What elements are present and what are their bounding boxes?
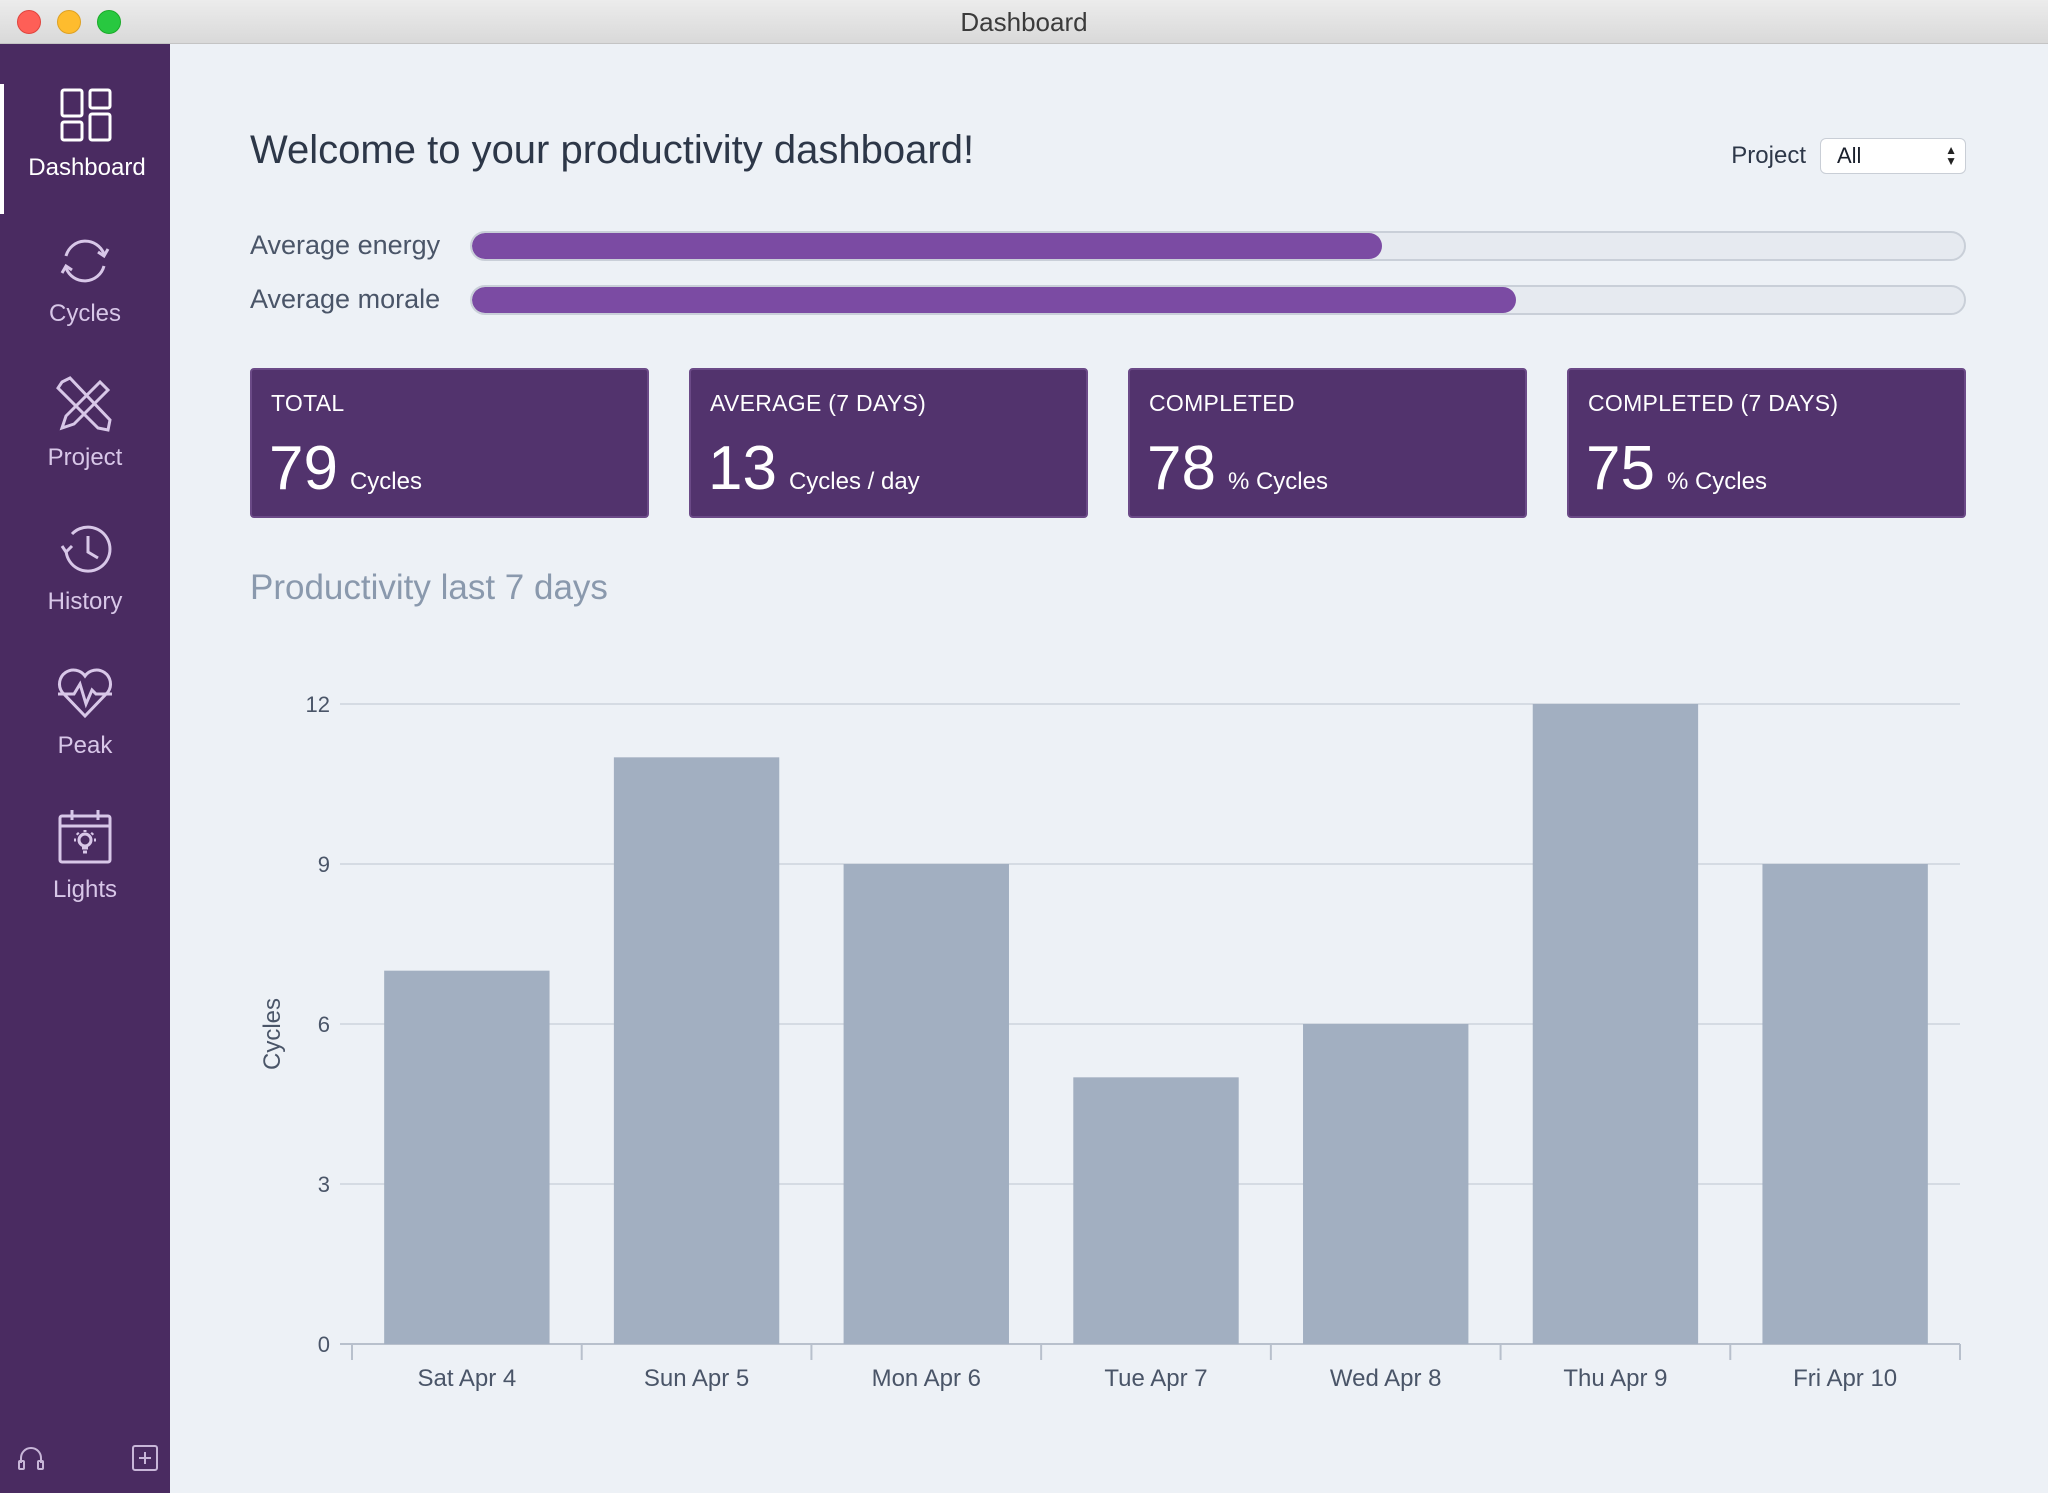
sidebar-item-label: Peak <box>57 732 113 759</box>
stat-card-unit: % Cycles <box>1227 468 1328 495</box>
stat-card-completed: COMPLETED 78 % Cycles <box>1128 368 1527 518</box>
y-tick-label: 0 <box>318 1332 330 1357</box>
cycles-icon <box>54 230 116 292</box>
chart-bar <box>613 757 780 1344</box>
morale-meter <box>470 284 1966 315</box>
y-axis-label: Cycles <box>259 998 286 1070</box>
project-filter-label: Project <box>1731 142 1806 169</box>
x-tick-label: Mon Apr 6 <box>872 1365 981 1392</box>
x-tick-label: Sat Apr 4 <box>417 1365 516 1392</box>
peak-icon <box>54 662 116 724</box>
close-window-button[interactable] <box>17 10 41 34</box>
stat-card-value: 79 <box>269 434 338 503</box>
stat-card-value: 78 <box>1147 434 1216 503</box>
stat-card-unit: Cycles / day <box>788 468 920 495</box>
title-bar: Dashboard <box>0 0 2048 44</box>
sidebar-item-history[interactable]: History <box>0 518 170 648</box>
stat-card-completed-7-days: COMPLETED (7 DAYS) 75 % Cycles <box>1567 368 1966 518</box>
zoom-window-button[interactable] <box>97 10 121 34</box>
sidebar-item-label: Dashboard <box>28 154 146 181</box>
sidebar-item-lights[interactable]: Lights <box>0 806 170 936</box>
stat-card-total: TOTAL 79 Cycles <box>250 368 649 518</box>
x-tick-label: Fri Apr 10 <box>1793 1365 1897 1392</box>
stat-card-value: 75 <box>1586 434 1655 503</box>
chart-bar <box>1532 704 1699 1344</box>
stats-cards: TOTAL 79 Cycles AVERAGE (7 DAYS) 13 Cycl… <box>250 368 1967 518</box>
project-select-value: All <box>1837 143 1862 168</box>
x-tick-label: Tue Apr 7 <box>1104 1365 1207 1392</box>
stat-card-title: COMPLETED <box>1149 390 1295 416</box>
page-title: Welcome to your productivity dashboard! <box>250 128 975 172</box>
productivity-bar-chart: 0 3 6 9 12 Cycles Sat Apr 4 Sun Apr 5 Mon Apr 6 T… <box>259 692 1961 1392</box>
minimize-window-button[interactable] <box>57 10 81 34</box>
energy-meter-fill <box>472 232 1383 259</box>
stat-card-unit: Cycles <box>349 468 422 495</box>
sidebar-item-label: Lights <box>52 876 118 903</box>
project-icon <box>54 374 116 436</box>
x-tick-label: Wed Apr 8 <box>1330 1365 1442 1392</box>
stat-card-average: AVERAGE (7 DAYS) 13 Cycles / day <box>689 368 1088 518</box>
x-tick-label: Sun Apr 5 <box>644 1365 749 1392</box>
dashboard-icon <box>56 84 118 146</box>
history-icon <box>54 518 116 580</box>
sidebar-item-cycles[interactable]: Cycles <box>0 230 170 360</box>
stat-card-title: COMPLETED (7 DAYS) <box>1588 390 1839 416</box>
chart-bar <box>1073 1077 1239 1344</box>
sidebar-item-label: History <box>47 588 123 615</box>
sidebar-item-dashboard[interactable]: Dashboard <box>0 84 170 214</box>
energy-meter-label: Average energy <box>250 230 441 260</box>
y-tick-label: 6 <box>318 1012 330 1037</box>
add-icon[interactable] <box>130 1443 160 1473</box>
energy-meter-row: Average energy <box>250 230 1966 261</box>
stat-card-title: TOTAL <box>271 390 345 416</box>
select-arrows-icon: ▲ ▼ <box>1945 143 1957 168</box>
project-select[interactable]: All ▲ ▼ <box>1820 138 1966 174</box>
morale-meter-label: Average morale <box>250 284 441 314</box>
y-tick-label: 9 <box>318 852 330 877</box>
window-title: Dashboard <box>960 7 1088 37</box>
chart-bar <box>1303 1024 1469 1344</box>
sidebar-item-label: Cycles <box>48 300 121 327</box>
sidebar-item-project[interactable]: Project <box>0 374 170 504</box>
morale-meter-fill <box>472 286 1517 313</box>
headphones-icon[interactable] <box>16 1443 46 1473</box>
y-tick-label: 12 <box>306 692 330 717</box>
chart-title: Productivity last 7 days <box>250 568 608 607</box>
stat-card-value: 13 <box>708 434 777 503</box>
energy-meter <box>470 230 1966 261</box>
sidebar: Dashboard Cycles Project <box>0 44 170 1493</box>
chart-bar <box>384 970 550 1344</box>
lights-icon <box>54 806 116 868</box>
stat-card-title: AVERAGE (7 DAYS) <box>710 390 927 416</box>
chart-bar <box>1762 864 1928 1344</box>
stat-card-unit: % Cycles <box>1666 468 1767 495</box>
morale-meter-row: Average morale <box>250 284 1966 315</box>
project-filter: Project All ▲ ▼ <box>1731 138 1966 174</box>
chart-bar <box>843 864 1009 1344</box>
sidebar-item-label: Project <box>47 444 123 471</box>
sidebar-item-peak[interactable]: Peak <box>0 662 170 792</box>
y-tick-label: 3 <box>318 1172 330 1197</box>
x-tick-label: Thu Apr 9 <box>1563 1365 1667 1392</box>
main-content: Welcome to your productivity dashboard! … <box>170 44 2048 1493</box>
